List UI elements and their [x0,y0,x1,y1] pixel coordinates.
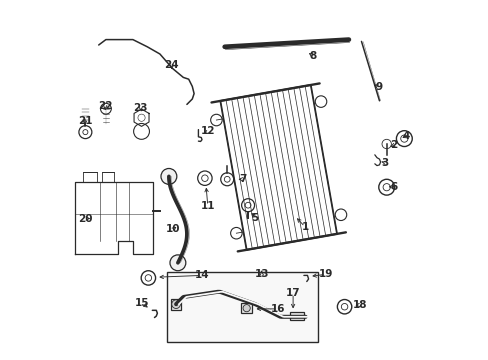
Text: 4: 4 [402,131,409,141]
Bar [241,303,252,313]
Text: 1: 1 [301,222,308,232]
Bar [289,312,303,320]
Circle shape [171,300,180,309]
Bar [83,172,97,182]
Text: 19: 19 [318,269,332,279]
Text: 14: 14 [194,270,209,280]
Text: 10: 10 [165,224,180,234]
Text: 17: 17 [285,288,300,298]
Text: 15: 15 [134,298,149,308]
Text: 9: 9 [375,82,382,92]
Text: 24: 24 [164,60,179,70]
Text: 20: 20 [78,213,92,224]
Text: 13: 13 [254,269,268,279]
Text: 21: 21 [78,116,92,126]
Circle shape [161,168,177,184]
Bar [170,299,181,310]
Text: 16: 16 [270,304,285,314]
Text: 12: 12 [201,126,215,136]
Bar [167,272,318,342]
Text: 8: 8 [308,51,316,61]
Text: 18: 18 [352,300,366,310]
Text: 6: 6 [389,182,397,192]
Circle shape [243,305,250,312]
Circle shape [170,255,185,271]
Text: 23: 23 [133,103,148,113]
Text: 11: 11 [200,201,215,211]
Bar [102,172,114,182]
Text: 7: 7 [239,174,246,184]
Text: 2: 2 [389,140,397,150]
Text: 3: 3 [381,158,388,168]
Text: 22: 22 [98,101,112,111]
Text: 5: 5 [251,213,258,223]
